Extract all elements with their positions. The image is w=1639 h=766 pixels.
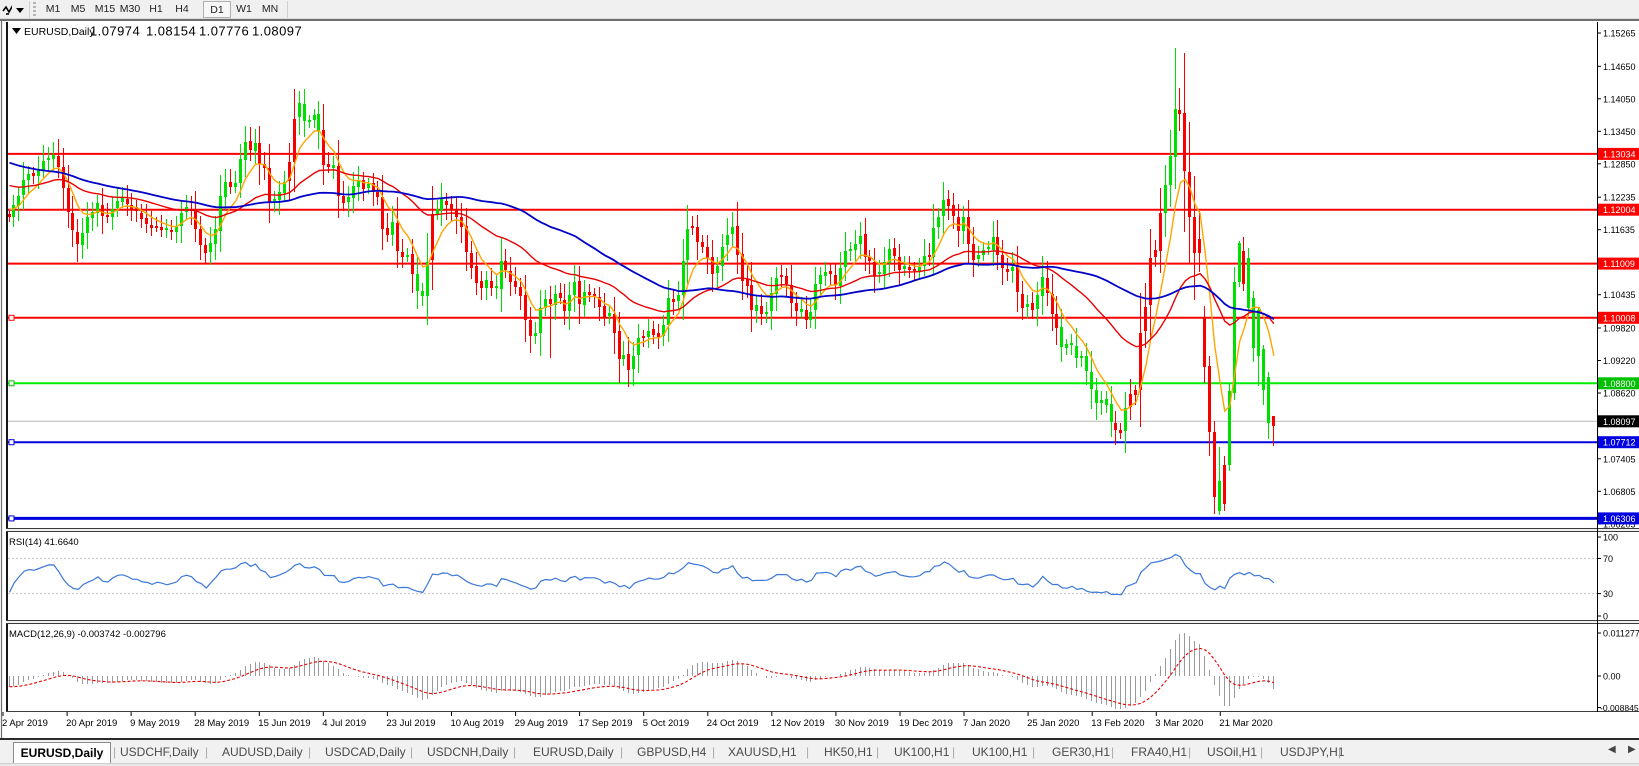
- svg-text:30: 30: [1603, 589, 1613, 599]
- svg-text:1.12004: 1.12004: [1603, 205, 1636, 215]
- svg-text:1.14650: 1.14650: [1603, 62, 1636, 72]
- svg-text:1.15265: 1.15265: [1603, 29, 1636, 39]
- svg-text:0.011277: 0.011277: [1603, 629, 1639, 639]
- svg-text:2 Apr 2019: 2 Apr 2019: [2, 718, 48, 729]
- svg-text:12 Nov 2019: 12 Nov 2019: [771, 718, 825, 729]
- svg-text:13 Feb 2020: 13 Feb 2020: [1091, 718, 1144, 729]
- svg-text:70: 70: [1603, 554, 1613, 564]
- svg-text:EURUSD,Daily: EURUSD,Daily: [24, 26, 95, 38]
- svg-text:1.07712: 1.07712: [1603, 438, 1636, 448]
- svg-text:1.13034: 1.13034: [1603, 149, 1636, 159]
- svg-text:21 Mar 2020: 21 Mar 2020: [1219, 718, 1272, 729]
- svg-text:7 Jan 2020: 7 Jan 2020: [963, 718, 1010, 729]
- svg-text:1.06306: 1.06306: [1603, 514, 1636, 524]
- svg-text:10 Aug 2019: 10 Aug 2019: [451, 718, 504, 729]
- svg-text:MACD(12,26,9) -0.003742 -0.002: MACD(12,26,9) -0.003742 -0.002796: [9, 629, 166, 640]
- svg-text:1.10008: 1.10008: [1603, 313, 1636, 323]
- svg-text:17 Sep 2019: 17 Sep 2019: [579, 718, 633, 729]
- svg-text:1.09820: 1.09820: [1603, 324, 1636, 334]
- svg-text:1.08800: 1.08800: [1603, 379, 1636, 389]
- svg-text:1.08097: 1.08097: [252, 24, 302, 39]
- svg-text:3 Mar 2020: 3 Mar 2020: [1155, 718, 1203, 729]
- svg-text:1.10435: 1.10435: [1603, 290, 1636, 300]
- svg-text:1.07405: 1.07405: [1603, 454, 1636, 464]
- svg-text:1.08154: 1.08154: [146, 24, 196, 39]
- svg-text:20 Apr 2019: 20 Apr 2019: [66, 718, 117, 729]
- svg-text:30 Nov 2019: 30 Nov 2019: [835, 718, 889, 729]
- svg-text:15 Jun 2019: 15 Jun 2019: [258, 718, 310, 729]
- svg-text:25 Jan 2020: 25 Jan 2020: [1027, 718, 1079, 729]
- svg-text:1.14050: 1.14050: [1603, 94, 1636, 104]
- svg-text:19 Dec 2019: 19 Dec 2019: [899, 718, 953, 729]
- svg-text:0: 0: [1603, 612, 1608, 622]
- svg-text:-0.008845: -0.008845: [1600, 703, 1639, 713]
- svg-text:4 Jul 2019: 4 Jul 2019: [322, 718, 366, 729]
- svg-text:1.13450: 1.13450: [1603, 127, 1636, 137]
- svg-text:28 May 2019: 28 May 2019: [194, 718, 249, 729]
- svg-text:5 Oct 2019: 5 Oct 2019: [643, 718, 689, 729]
- svg-text:1.12235: 1.12235: [1603, 193, 1636, 203]
- svg-text:1.12850: 1.12850: [1603, 159, 1636, 169]
- svg-text:23 Jul 2019: 23 Jul 2019: [386, 718, 435, 729]
- svg-text:1.11635: 1.11635: [1603, 225, 1635, 235]
- svg-text:1.07974: 1.07974: [90, 24, 140, 39]
- svg-text:29 Aug 2019: 29 Aug 2019: [515, 718, 568, 729]
- svg-text:1.07776: 1.07776: [199, 24, 249, 39]
- svg-text:9 May 2019: 9 May 2019: [130, 718, 180, 729]
- svg-text:1.06805: 1.06805: [1603, 487, 1636, 497]
- svg-text:1.09220: 1.09220: [1603, 356, 1636, 366]
- svg-text:1.08620: 1.08620: [1603, 389, 1636, 399]
- svg-text:0.00: 0.00: [1603, 672, 1621, 682]
- svg-text:100: 100: [1603, 533, 1618, 543]
- svg-text:1.08097: 1.08097: [1603, 417, 1636, 427]
- svg-text:1.11009: 1.11009: [1603, 259, 1635, 269]
- svg-text:RSI(14) 41.6640: RSI(14) 41.6640: [9, 537, 79, 548]
- svg-text:24 Oct 2019: 24 Oct 2019: [707, 718, 759, 729]
